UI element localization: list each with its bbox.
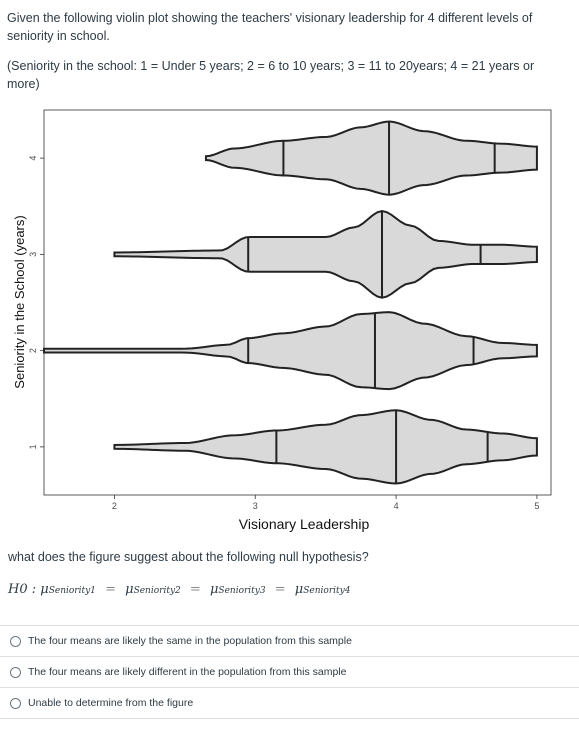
y-tick-label: 4 <box>28 156 38 161</box>
y-tick-label: 1 <box>28 444 38 449</box>
subscript-2: Seniority2 <box>133 586 181 596</box>
y-tick-label: 3 <box>28 252 38 257</box>
answer-option-1[interactable]: The four means are likely the same in th… <box>0 625 579 656</box>
mu-symbol-3: μ <box>209 582 219 597</box>
subscript-3: Seniority3 <box>218 586 266 596</box>
question-text: what does the figure suggest about the f… <box>8 550 369 564</box>
radio-button[interactable] <box>10 666 21 678</box>
option-label: The four means are likely different in t… <box>28 666 347 678</box>
mu-symbol-1: μ <box>40 582 49 597</box>
y-tick-label: 2 <box>28 348 38 353</box>
y-axis-title: Seniority in the School (years) <box>12 215 27 388</box>
option-label: The four means are likely the same in th… <box>28 635 352 647</box>
violin-group-3 <box>113 210 538 299</box>
violin-group-4 <box>204 120 538 196</box>
option-label: Unable to determine from the figure <box>28 697 194 709</box>
violin-chart: 2 3 4 5 1 2 3 4 Visionary Leadership Seniority … <box>12 109 552 532</box>
mu-symbol-2: μ <box>125 582 134 597</box>
question-intro: Given the following violin plot showing … <box>7 11 533 43</box>
violin-group-2 <box>43 311 538 391</box>
x-tick-label: 3 <box>253 501 258 511</box>
hypothesis-lhs: H0 : <box>8 582 37 597</box>
equals-1: = <box>105 582 116 597</box>
answer-options: The four means are likely the same in th… <box>0 625 579 719</box>
violins-group <box>43 120 538 485</box>
radio-button[interactable] <box>10 697 21 709</box>
mu-symbol-4: μ <box>294 582 304 597</box>
subscript-1: Seniority1 <box>48 586 96 596</box>
equals-2: = <box>189 582 201 597</box>
violin-group-1 <box>113 409 538 485</box>
x-axis-title: Visionary Leadership <box>239 516 370 532</box>
answer-option-2[interactable]: The four means are likely different in t… <box>0 656 579 687</box>
seniority-note: (Seniority in the school: 1 = Under 5 ye… <box>7 59 535 91</box>
axes-group: 2 3 4 5 1 2 3 4 <box>28 156 539 511</box>
null-hypothesis: H0 : μSeniority1 = μSeniority2 = μSenior… <box>8 582 350 597</box>
radio-button[interactable] <box>10 635 21 647</box>
subscript-4: Seniority4 <box>303 586 351 596</box>
answer-option-3[interactable]: Unable to determine from the figure <box>0 687 579 719</box>
x-tick-label: 2 <box>112 501 117 511</box>
x-tick-label: 4 <box>394 501 399 511</box>
equals-3: = <box>274 582 286 597</box>
x-tick-label: 5 <box>534 501 539 511</box>
